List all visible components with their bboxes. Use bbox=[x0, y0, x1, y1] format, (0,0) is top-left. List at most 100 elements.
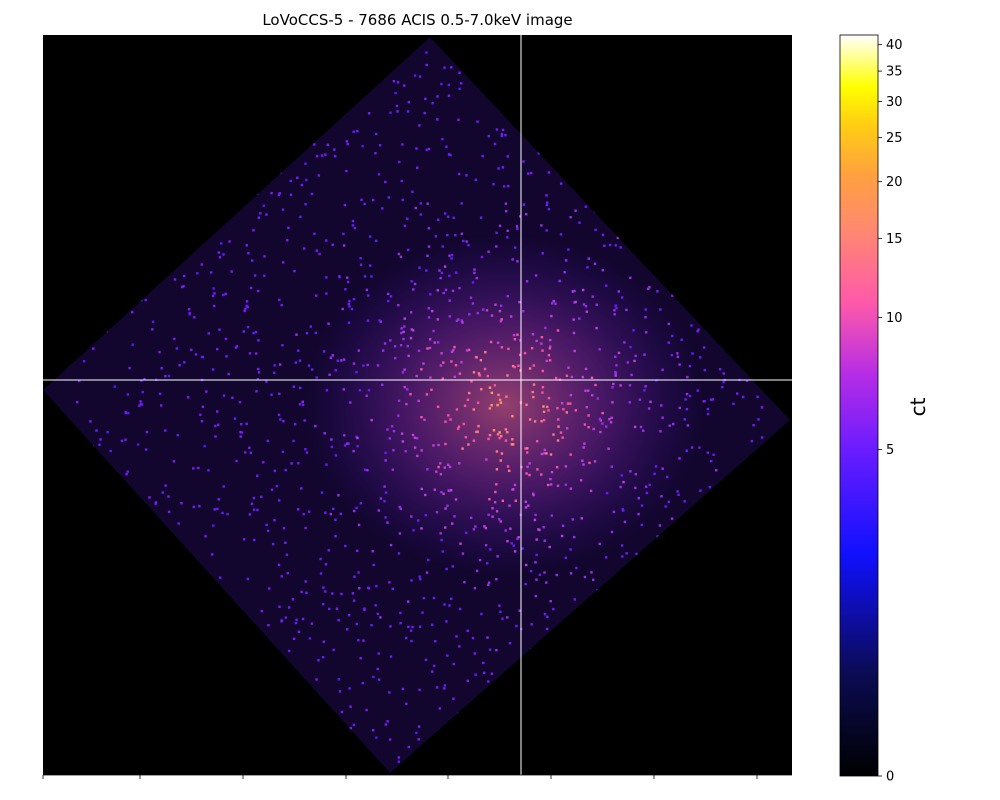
photon-pixel bbox=[273, 364, 276, 367]
photon-pixel bbox=[413, 282, 417, 286]
photon-pixel bbox=[487, 581, 491, 584]
photon-pixel bbox=[544, 326, 547, 330]
photon-pixel bbox=[574, 300, 577, 304]
photon-pixel bbox=[127, 411, 130, 415]
photon-pixel bbox=[410, 639, 413, 643]
photon-pixel bbox=[461, 321, 464, 324]
photon-pixel bbox=[384, 451, 387, 455]
photon-pixel bbox=[541, 349, 544, 352]
photon-pixel bbox=[540, 336, 544, 339]
photon-pixel bbox=[386, 428, 389, 431]
photon-pixel bbox=[418, 75, 422, 78]
photon-pixel bbox=[465, 349, 469, 352]
photon-pixel bbox=[357, 571, 360, 574]
photon-pixel bbox=[423, 111, 426, 115]
photon-pixel bbox=[564, 483, 568, 486]
photon-pixel bbox=[548, 545, 551, 549]
photon-pixel bbox=[620, 544, 624, 547]
photon-pixel bbox=[594, 383, 597, 387]
photon-pixel bbox=[431, 309, 434, 313]
photon-pixel bbox=[582, 288, 585, 292]
photon-pixel bbox=[324, 563, 328, 566]
photon-pixel bbox=[506, 229, 509, 232]
photon-pixel bbox=[450, 257, 453, 260]
photon-pixel bbox=[257, 367, 260, 371]
photon-pixel bbox=[475, 569, 479, 573]
photon-pixel bbox=[440, 352, 443, 355]
photon-pixel bbox=[503, 185, 506, 188]
photon-pixel bbox=[605, 284, 608, 287]
photon-pixel bbox=[535, 339, 538, 343]
photon-pixel bbox=[616, 236, 619, 240]
photon-pixel bbox=[472, 528, 476, 531]
photon-pixel bbox=[506, 236, 509, 239]
photon-pixel bbox=[562, 408, 565, 411]
photon-pixel bbox=[95, 429, 98, 432]
photon-pixel bbox=[342, 232, 345, 236]
photon-pixel bbox=[454, 498, 458, 501]
photon-pixel bbox=[297, 508, 300, 511]
photon-pixel bbox=[396, 110, 399, 113]
photon-pixel bbox=[315, 155, 319, 158]
photon-pixel bbox=[488, 433, 492, 437]
photon-pixel bbox=[545, 581, 548, 584]
photon-pixel bbox=[533, 518, 537, 522]
photon-pixel bbox=[558, 279, 561, 283]
photon-pixel bbox=[472, 439, 476, 442]
photon-pixel bbox=[144, 298, 147, 302]
photon-pixel bbox=[587, 414, 590, 417]
photon-pixel bbox=[298, 359, 302, 362]
photon-pixel bbox=[498, 604, 501, 607]
photon-pixel bbox=[322, 586, 325, 589]
photon-pixel bbox=[136, 443, 140, 446]
photon-pixel bbox=[472, 408, 475, 411]
photon-pixel bbox=[319, 557, 322, 561]
photon-pixel bbox=[615, 307, 618, 310]
photon-pixel bbox=[487, 134, 490, 138]
photon-pixel bbox=[530, 347, 534, 350]
photon-pixel bbox=[475, 430, 478, 434]
photon-pixel bbox=[654, 465, 658, 468]
photon-pixel bbox=[239, 435, 242, 438]
photon-pixel bbox=[314, 424, 317, 428]
photon-pixel bbox=[413, 74, 417, 77]
photon-pixel bbox=[500, 434, 503, 438]
photon-pixel bbox=[488, 498, 491, 501]
photon-pixel bbox=[161, 491, 164, 494]
photon-pixel bbox=[287, 606, 291, 609]
photon-pixel bbox=[513, 483, 517, 487]
photon-pixel bbox=[473, 268, 476, 271]
photon-pixel bbox=[346, 142, 349, 146]
photon-pixel bbox=[685, 407, 689, 411]
photon-pixel bbox=[685, 449, 688, 452]
photon-pixel bbox=[362, 639, 365, 642]
photon-pixel bbox=[435, 686, 439, 689]
photon-pixel bbox=[433, 341, 436, 344]
photon-pixel bbox=[419, 577, 422, 581]
photon-pixel bbox=[564, 465, 568, 468]
photon-pixel bbox=[418, 575, 421, 578]
photon-pixel bbox=[181, 285, 184, 289]
photon-pixel bbox=[292, 385, 295, 388]
photon-pixel bbox=[243, 309, 246, 313]
photon-pixel bbox=[387, 196, 390, 199]
photon-pixel bbox=[601, 269, 604, 272]
photon-pixel bbox=[542, 526, 545, 529]
photon-pixel bbox=[528, 462, 531, 465]
photon-pixel bbox=[440, 82, 443, 86]
photon-pixel bbox=[466, 679, 469, 682]
photon-pixel bbox=[742, 395, 745, 399]
photon-pixel bbox=[307, 364, 311, 367]
photon-pixel bbox=[353, 509, 356, 513]
photon-pixel bbox=[424, 97, 427, 101]
photon-pixel bbox=[248, 513, 252, 516]
photon-pixel bbox=[711, 398, 715, 401]
photon-pixel bbox=[446, 654, 449, 657]
photon-pixel bbox=[182, 285, 185, 288]
photon-pixel bbox=[592, 578, 595, 581]
photon-pixel bbox=[628, 384, 632, 387]
photon-pixel bbox=[436, 341, 440, 344]
photon-pixel bbox=[499, 320, 503, 323]
photon-pixel bbox=[487, 583, 490, 586]
photon-pixel bbox=[474, 673, 477, 676]
